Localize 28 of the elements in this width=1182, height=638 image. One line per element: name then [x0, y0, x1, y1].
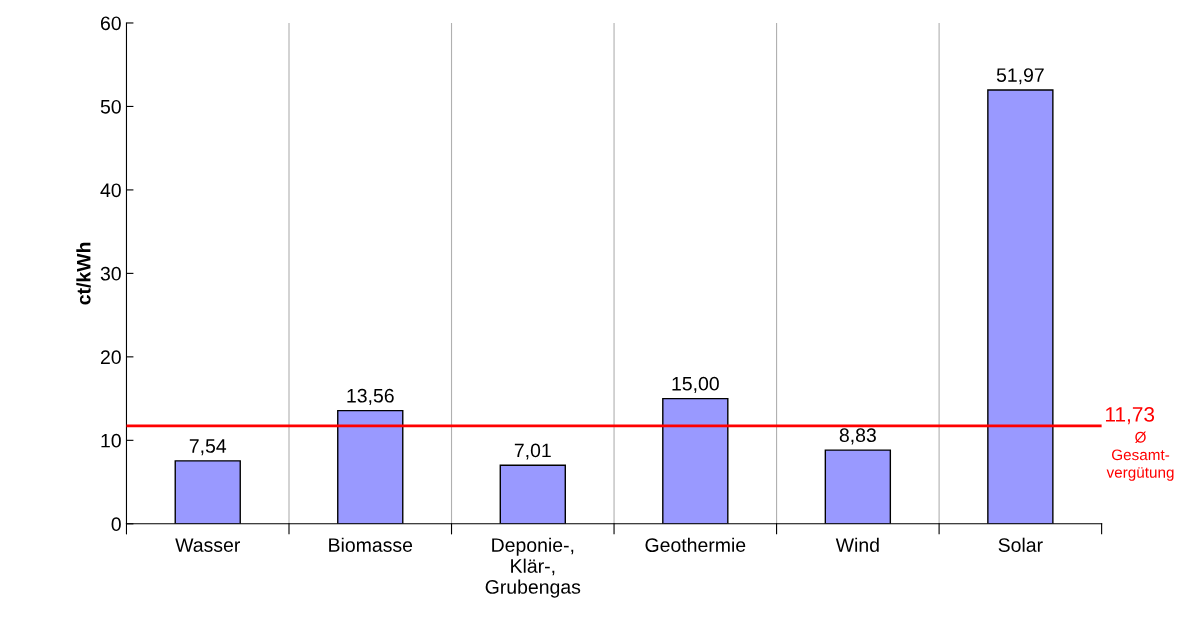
- x-tick-label: Biomasse: [329, 537, 413, 552]
- data-label: 51,97: [996, 68, 1044, 85]
- data-label: 8,83: [839, 428, 876, 445]
- y-tick-label: 60: [100, 16, 121, 31]
- x-tick-label: Solar: [998, 537, 1043, 552]
- y-axis-title: ct/kWh: [76, 242, 91, 305]
- data-label: 13,56: [347, 388, 394, 405]
- y-tick-label: 50: [100, 99, 121, 114]
- text: Ø Gesamt- vergütung: [1106, 431, 1174, 481]
- y-tick-label: 0: [111, 517, 121, 532]
- y-tick-label: 10: [101, 433, 121, 448]
- y-tick-label: 30: [100, 266, 121, 281]
- data-label: 7,54: [189, 439, 227, 456]
- bar: [499, 464, 566, 524]
- data-label: 15,00: [672, 376, 719, 393]
- bar: [662, 397, 729, 524]
- data-label: 7,01: [514, 443, 551, 460]
- bar: [824, 449, 892, 524]
- bar: [987, 89, 1054, 524]
- y-tick-label: 40: [100, 183, 121, 198]
- x-tick-label: Deponie-, Klär-, Grubengas: [485, 537, 581, 598]
- ref-line-label: 11,73: [1105, 407, 1155, 425]
- x-tick-label: Geothermie: [645, 537, 746, 552]
- x-tick-label: Wind: [835, 537, 879, 552]
- bar: [174, 460, 241, 524]
- x-tick-label: Wasser: [175, 538, 240, 552]
- bar: [337, 409, 404, 524]
- y-tick-label: 20: [100, 350, 121, 365]
